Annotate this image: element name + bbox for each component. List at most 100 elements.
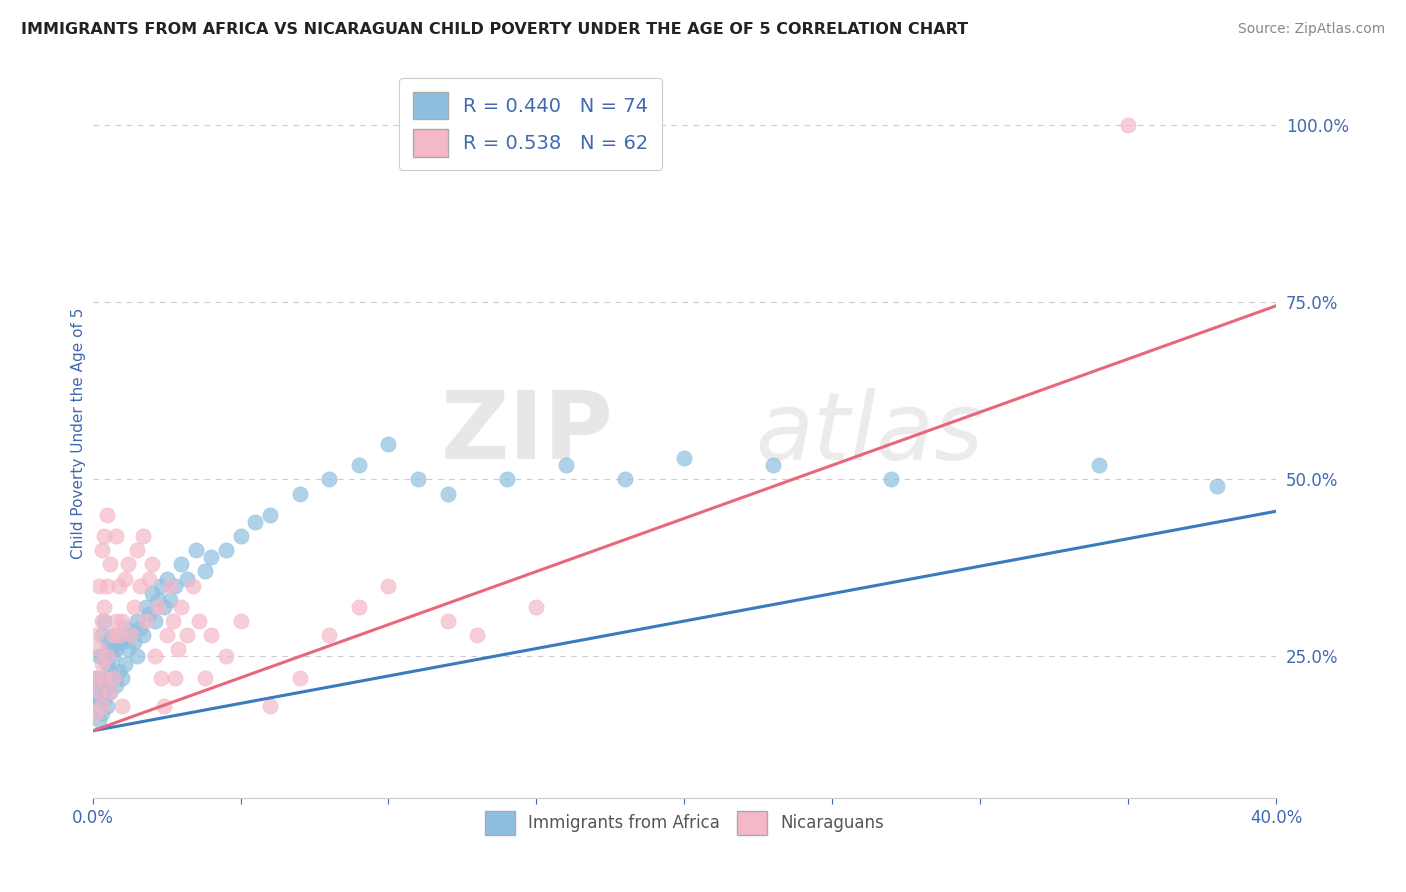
Point bbox=[347, 458, 370, 473]
Text: ZIP: ZIP bbox=[440, 387, 613, 479]
Point bbox=[111, 635, 134, 649]
Point bbox=[129, 621, 152, 635]
Point bbox=[465, 628, 488, 642]
Point bbox=[170, 558, 193, 572]
Point bbox=[87, 579, 110, 593]
Point bbox=[347, 599, 370, 614]
Point bbox=[111, 699, 134, 714]
Point bbox=[87, 713, 110, 727]
Point bbox=[162, 614, 184, 628]
Point bbox=[96, 699, 118, 714]
Point bbox=[103, 671, 125, 685]
Point bbox=[90, 543, 112, 558]
Point bbox=[96, 657, 118, 671]
Point bbox=[100, 558, 122, 572]
Point bbox=[93, 649, 115, 664]
Point bbox=[436, 486, 458, 500]
Point bbox=[200, 550, 222, 565]
Point bbox=[90, 649, 112, 664]
Point bbox=[614, 472, 637, 486]
Point bbox=[84, 671, 107, 685]
Point bbox=[96, 579, 118, 593]
Point bbox=[105, 678, 128, 692]
Point bbox=[318, 628, 340, 642]
Point bbox=[194, 565, 217, 579]
Text: IMMIGRANTS FROM AFRICA VS NICARAGUAN CHILD POVERTY UNDER THE AGE OF 5 CORRELATIO: IMMIGRANTS FROM AFRICA VS NICARAGUAN CHI… bbox=[21, 22, 969, 37]
Point bbox=[135, 614, 157, 628]
Point bbox=[176, 628, 198, 642]
Point bbox=[103, 628, 125, 642]
Point bbox=[84, 685, 107, 699]
Point bbox=[90, 628, 112, 642]
Point bbox=[288, 486, 311, 500]
Point bbox=[90, 657, 112, 671]
Point bbox=[100, 642, 122, 657]
Point bbox=[167, 642, 190, 657]
Point bbox=[135, 599, 157, 614]
Point bbox=[117, 642, 139, 657]
Point bbox=[152, 599, 174, 614]
Point bbox=[229, 529, 252, 543]
Point bbox=[762, 458, 785, 473]
Point bbox=[90, 685, 112, 699]
Point bbox=[176, 572, 198, 586]
Point bbox=[170, 599, 193, 614]
Point bbox=[87, 649, 110, 664]
Point bbox=[229, 614, 252, 628]
Point bbox=[84, 671, 107, 685]
Point bbox=[93, 671, 115, 685]
Point bbox=[93, 671, 115, 685]
Point bbox=[377, 579, 399, 593]
Point bbox=[100, 685, 122, 699]
Point bbox=[84, 628, 107, 642]
Point bbox=[1206, 479, 1229, 493]
Point bbox=[215, 649, 238, 664]
Point bbox=[149, 579, 172, 593]
Point bbox=[93, 614, 115, 628]
Point bbox=[122, 635, 145, 649]
Point bbox=[96, 649, 118, 664]
Point bbox=[165, 671, 187, 685]
Point bbox=[114, 657, 136, 671]
Point bbox=[108, 628, 131, 642]
Point bbox=[188, 614, 211, 628]
Point bbox=[90, 706, 112, 720]
Point bbox=[146, 599, 169, 614]
Point bbox=[111, 614, 134, 628]
Point bbox=[141, 558, 163, 572]
Y-axis label: Child Poverty Under the Age of 5: Child Poverty Under the Age of 5 bbox=[72, 308, 86, 559]
Point bbox=[96, 678, 118, 692]
Point bbox=[1116, 118, 1139, 132]
Point bbox=[84, 706, 107, 720]
Point bbox=[1087, 458, 1109, 473]
Point bbox=[96, 635, 118, 649]
Point bbox=[215, 543, 238, 558]
Point bbox=[129, 579, 152, 593]
Point bbox=[200, 628, 222, 642]
Text: atlas: atlas bbox=[755, 388, 984, 479]
Point bbox=[138, 572, 160, 586]
Point bbox=[90, 614, 112, 628]
Point bbox=[122, 599, 145, 614]
Point bbox=[152, 699, 174, 714]
Point bbox=[100, 685, 122, 699]
Point bbox=[165, 579, 187, 593]
Point bbox=[103, 671, 125, 685]
Point bbox=[93, 692, 115, 706]
Point bbox=[159, 592, 181, 607]
Point bbox=[105, 614, 128, 628]
Point bbox=[555, 458, 578, 473]
Point bbox=[105, 642, 128, 657]
Point bbox=[132, 529, 155, 543]
Point bbox=[103, 628, 125, 642]
Point bbox=[125, 614, 148, 628]
Point bbox=[259, 699, 281, 714]
Point bbox=[108, 635, 131, 649]
Point bbox=[90, 699, 112, 714]
Point bbox=[245, 515, 267, 529]
Point bbox=[117, 558, 139, 572]
Point bbox=[87, 678, 110, 692]
Point bbox=[108, 664, 131, 678]
Point bbox=[103, 649, 125, 664]
Point bbox=[120, 628, 142, 642]
